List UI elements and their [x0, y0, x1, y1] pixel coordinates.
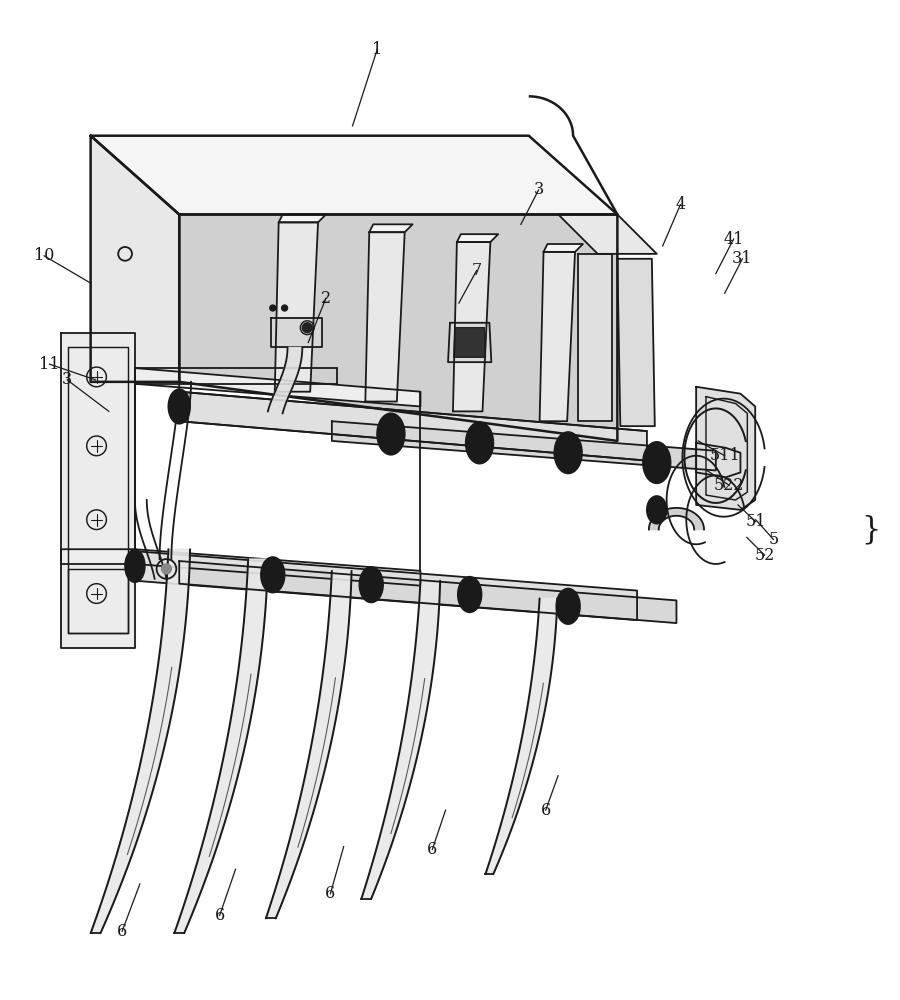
Polygon shape	[453, 242, 490, 411]
Polygon shape	[544, 244, 583, 252]
Polygon shape	[61, 549, 420, 586]
Polygon shape	[279, 214, 326, 222]
Text: 41: 41	[724, 231, 743, 248]
Polygon shape	[274, 222, 318, 392]
Ellipse shape	[168, 389, 190, 424]
Polygon shape	[365, 232, 405, 402]
Ellipse shape	[554, 432, 582, 473]
Text: 11: 11	[40, 356, 59, 373]
Text: }: }	[861, 514, 881, 545]
Ellipse shape	[647, 496, 667, 524]
Text: 1: 1	[373, 41, 382, 58]
Polygon shape	[457, 234, 499, 242]
Polygon shape	[696, 443, 741, 477]
Polygon shape	[179, 561, 677, 623]
Text: 31: 31	[733, 250, 752, 267]
Text: 3: 3	[534, 181, 544, 198]
Circle shape	[270, 305, 275, 311]
Polygon shape	[649, 508, 704, 530]
Polygon shape	[540, 252, 575, 421]
Ellipse shape	[466, 422, 493, 464]
Ellipse shape	[377, 413, 405, 455]
Text: 51: 51	[745, 513, 766, 530]
Text: 511: 511	[709, 447, 740, 464]
Polygon shape	[696, 387, 755, 510]
Text: 6: 6	[117, 923, 127, 940]
Polygon shape	[91, 136, 617, 214]
Polygon shape	[362, 581, 440, 899]
Polygon shape	[135, 551, 637, 620]
Polygon shape	[454, 328, 485, 357]
Polygon shape	[175, 559, 268, 933]
Ellipse shape	[643, 442, 670, 483]
Circle shape	[302, 323, 312, 333]
Ellipse shape	[458, 577, 482, 612]
Text: 5: 5	[769, 531, 778, 548]
Text: 6: 6	[541, 802, 551, 819]
Text: 6: 6	[214, 907, 225, 924]
Text: 6: 6	[325, 885, 336, 902]
Ellipse shape	[261, 557, 284, 593]
Text: 52: 52	[754, 547, 775, 564]
Polygon shape	[617, 259, 655, 426]
Ellipse shape	[556, 589, 580, 624]
Circle shape	[282, 305, 287, 311]
Polygon shape	[179, 214, 617, 441]
Polygon shape	[179, 392, 647, 461]
Polygon shape	[266, 571, 352, 918]
Ellipse shape	[359, 567, 383, 602]
Polygon shape	[135, 368, 420, 406]
Text: 2: 2	[321, 290, 331, 307]
Polygon shape	[558, 214, 657, 254]
Polygon shape	[485, 598, 557, 874]
Polygon shape	[91, 136, 179, 382]
Text: 10: 10	[34, 247, 54, 264]
Text: 4: 4	[675, 196, 686, 213]
Text: 6: 6	[428, 841, 437, 858]
Ellipse shape	[125, 550, 145, 582]
Circle shape	[161, 564, 171, 574]
Polygon shape	[332, 421, 716, 470]
Polygon shape	[91, 549, 190, 933]
Polygon shape	[268, 347, 302, 413]
Polygon shape	[61, 333, 135, 648]
Polygon shape	[578, 254, 613, 421]
Polygon shape	[369, 224, 412, 232]
Text: 3: 3	[62, 371, 72, 388]
Text: 7: 7	[472, 262, 482, 279]
Polygon shape	[271, 318, 322, 347]
Text: 522: 522	[714, 477, 744, 494]
Polygon shape	[448, 323, 491, 362]
